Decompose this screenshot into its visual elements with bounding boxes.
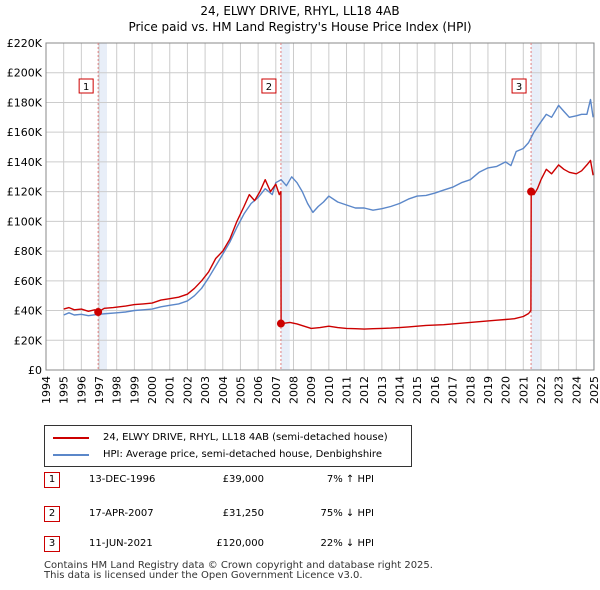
- marker-box-2: [261, 78, 277, 94]
- footer-note: Contains HM Land Registry data © Crown c…: [44, 561, 433, 581]
- y-tick-label: £20K: [14, 334, 43, 347]
- price-chart: £0 £20K £40K £60K £80K £100K £120K £140K £160K £1…: [7, 37, 600, 404]
- x-tick-label: 2013: [376, 376, 389, 404]
- sale-hpi-diff: 22% ↓ HPI: [320, 538, 374, 549]
- x-tick-label: 1996: [75, 376, 88, 404]
- x-tick-label: 2009: [305, 376, 318, 404]
- y-tick-label: £100K: [7, 215, 43, 228]
- y-tick-label: £160K: [7, 126, 43, 139]
- sale-number-badge: 1: [44, 472, 60, 488]
- x-tick-label: 2023: [553, 376, 566, 404]
- legend-swatch-property: [53, 437, 89, 439]
- sale-number-badge: 3: [44, 536, 60, 552]
- sale-date: 17-APR-2007: [89, 508, 154, 519]
- y-tick-label: £180K: [7, 96, 43, 109]
- sale-shade-1: [98, 43, 107, 370]
- x-tick-label: 1998: [111, 376, 124, 404]
- plot-area: [46, 43, 594, 370]
- sale-number-badge: 2: [44, 506, 60, 522]
- sale-point: [276, 319, 285, 328]
- sale-price: £31,250: [222, 508, 264, 519]
- x-tick-label: 2005: [234, 376, 247, 404]
- sale-shade-3: [531, 43, 540, 370]
- x-tick-label: 2017: [447, 376, 460, 404]
- sale-shade-2: [280, 43, 290, 370]
- footer-copyright: Contains HM Land Registry data © Crown c…: [44, 560, 433, 571]
- x-tick-label: 2008: [287, 376, 300, 404]
- x-tick-label: 2004: [217, 376, 230, 404]
- sale-hpi-diff: 75% ↓ HPI: [320, 508, 374, 519]
- sale-row: 1 13-DEC-1996 £39,000 7% ↑ HPI: [44, 472, 464, 490]
- x-tick-label: 2018: [464, 376, 477, 404]
- sale-hpi-diff: 7% ↑ HPI: [326, 474, 374, 485]
- y-tick-label: £0: [28, 364, 42, 377]
- legend-label-property: 24, ELWY DRIVE, RHYL, LL18 4AB (semi-det…: [103, 432, 388, 443]
- footer-license: This data is licensed under the Open Gov…: [44, 570, 363, 581]
- x-tick-label: 2015: [411, 376, 424, 404]
- x-tick-label: 2025: [588, 376, 600, 404]
- sale-date: 11-JUN-2021: [89, 538, 153, 549]
- legend-label-hpi: HPI: Average price, semi-detached house,…: [103, 449, 382, 460]
- sale-row: 2 17-APR-2007 £31,250 75% ↓ HPI: [44, 506, 464, 524]
- chart-legend: 24, ELWY DRIVE, RHYL, LL18 4AB (semi-det…: [44, 425, 412, 467]
- x-tick-label: 1994: [40, 376, 53, 404]
- x-tick-label: 2024: [570, 376, 583, 404]
- plot-border: [45, 42, 595, 371]
- sale-row: 3 11-JUN-2021 £120,000 22% ↓ HPI: [44, 536, 464, 554]
- x-tick-label: 2012: [358, 376, 371, 404]
- y-tick-label: £60K: [14, 275, 43, 288]
- x-tick-label: 2019: [482, 376, 495, 404]
- x-tick-label: 2011: [341, 376, 354, 404]
- x-tick-label: 2020: [500, 376, 513, 404]
- chart-title: 24, ELWY DRIVE, RHYL, LL18 4AB: [200, 4, 400, 18]
- chart-subtitle: Price paid vs. HM Land Registry's House …: [128, 20, 472, 34]
- y-tick-label: £120K: [7, 186, 43, 199]
- sale-price: £39,000: [222, 474, 264, 485]
- marker-box-3: [511, 78, 527, 94]
- y-tick-label: £40K: [14, 305, 43, 318]
- y-tick-label: £80K: [14, 245, 43, 258]
- legend-swatch-hpi: [53, 454, 89, 456]
- marker-box-1: [78, 78, 94, 94]
- sale-date: 13-DEC-1996: [89, 474, 156, 485]
- x-tick-label: 1999: [128, 376, 141, 404]
- y-tick-label: £220K: [7, 37, 43, 50]
- x-tick-label: 2010: [323, 376, 336, 404]
- x-tick-label: 2014: [394, 376, 407, 404]
- sale-price: £120,000: [216, 538, 264, 549]
- y-tick-label: £140K: [7, 156, 43, 169]
- x-tick-label: 2001: [164, 376, 177, 404]
- x-tick-label: 2016: [429, 376, 442, 404]
- x-tick-label: 1995: [58, 376, 71, 404]
- x-tick-label: 2002: [181, 376, 194, 404]
- sale-point: [527, 187, 536, 196]
- marker-label-2: 2: [266, 82, 272, 93]
- x-tick-label: 2006: [252, 376, 265, 404]
- x-tick-label: 2003: [199, 376, 212, 404]
- x-tick-label: 2000: [146, 376, 159, 404]
- x-tick-label: 2022: [535, 376, 548, 404]
- marker-label-3: 3: [516, 82, 522, 93]
- x-tick-label: 2007: [270, 376, 283, 404]
- x-tick-label: 2021: [517, 376, 530, 404]
- y-tick-label: £200K: [7, 67, 43, 80]
- marker-label-1: 1: [83, 82, 89, 93]
- sale-point: [94, 308, 103, 317]
- x-tick-label: 1997: [93, 376, 106, 404]
- hpi-line: [63, 98, 594, 317]
